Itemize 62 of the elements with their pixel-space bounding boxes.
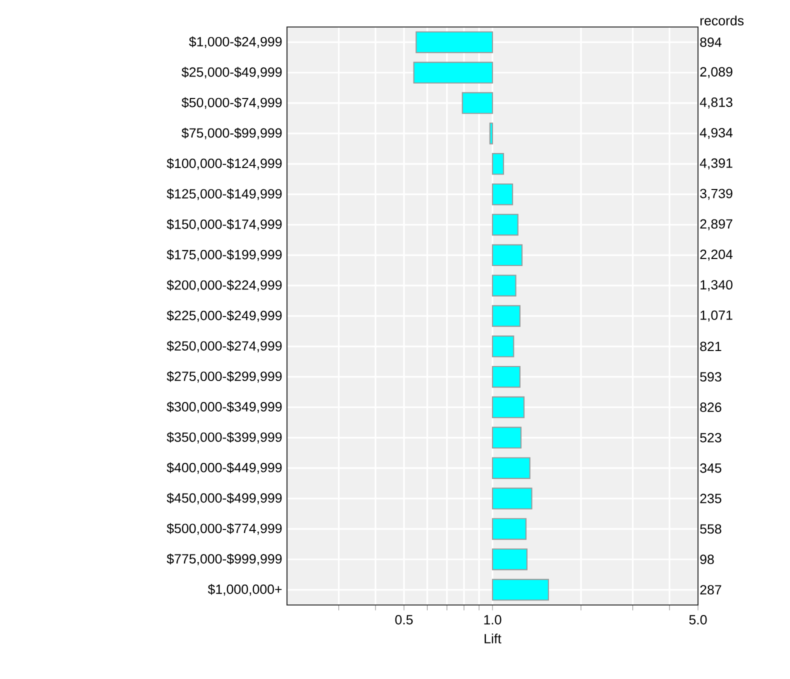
y-tick-label: $100,000-$124,999 [166,158,282,170]
y-tick-label: $275,000-$299,999 [166,371,282,383]
x-tick-label: 1.0 [484,615,502,624]
text: 2,089 [700,67,732,78]
text: 4,934 [700,128,733,139]
y-tick-label: $300,000-$349,999 [166,401,282,414]
y-tick-label: $150,000-$174,999 [166,218,282,231]
text: 821 [700,342,722,352]
y-tick-label: $200,000-$224,999 [166,280,282,292]
text: 235 [700,494,722,504]
bar [492,548,528,570]
text: 4,391 [700,158,732,170]
bar [492,274,516,296]
bar [492,518,527,540]
bar [489,122,494,144]
y-tick-label: $250,000-$274,999 [166,340,282,352]
text: 3,739 [700,188,732,200]
text: 826 [700,402,722,412]
text: records [700,16,744,26]
text: 523 [700,432,722,442]
text: 1,071 [700,310,732,322]
bar [492,244,523,266]
y-tick-label: $25,000-$49,999 [182,66,282,78]
text: 2,897 [700,219,732,230]
y-tick-label: $75,000-$99,999 [182,128,282,140]
text: 98 [700,554,714,564]
bar [492,457,530,479]
text: 287 [700,585,722,594]
bar [416,31,494,54]
text: 345 [700,463,722,473]
bar [492,153,504,175]
text: 2,204 [700,250,733,261]
y-tick-label: $350,000-$399,999 [166,432,282,444]
y-tick-label: $500,000-$774,999 [166,523,282,535]
y-tick-label: $225,000-$249,999 [166,310,282,322]
bar [413,62,494,84]
bar [492,578,549,601]
y-tick-label: $1,000-$24,999 [189,36,282,48]
y-tick-label: $450,000-$499,999 [166,492,282,504]
text: 894 [700,38,722,47]
y-tick-label: $775,000-$999,999 [166,554,282,566]
bar [492,396,525,418]
bar [492,305,521,327]
x-tick-label: 0.5 [395,615,413,624]
y-tick-label: $400,000-$449,999 [166,462,282,474]
bar [492,488,532,510]
y-tick-label: $50,000-$74,999 [182,97,282,109]
y-tick-label: $125,000-$149,999 [166,188,282,200]
y-tick-label: $175,000-$199,999 [166,249,282,261]
bar [492,183,514,206]
bar [492,214,518,236]
y-tick-label: $1,000,000+ [208,584,282,596]
text: 1,340 [700,280,732,292]
bar [492,426,522,449]
bar [492,366,521,388]
text: 4,813 [700,98,732,109]
text: 558 [700,524,722,534]
bar [462,92,494,114]
x-tick-label: 5.0 [689,615,707,624]
x-axis-title: Lift [484,634,502,644]
text: 593 [700,372,722,382]
bar [492,336,514,358]
